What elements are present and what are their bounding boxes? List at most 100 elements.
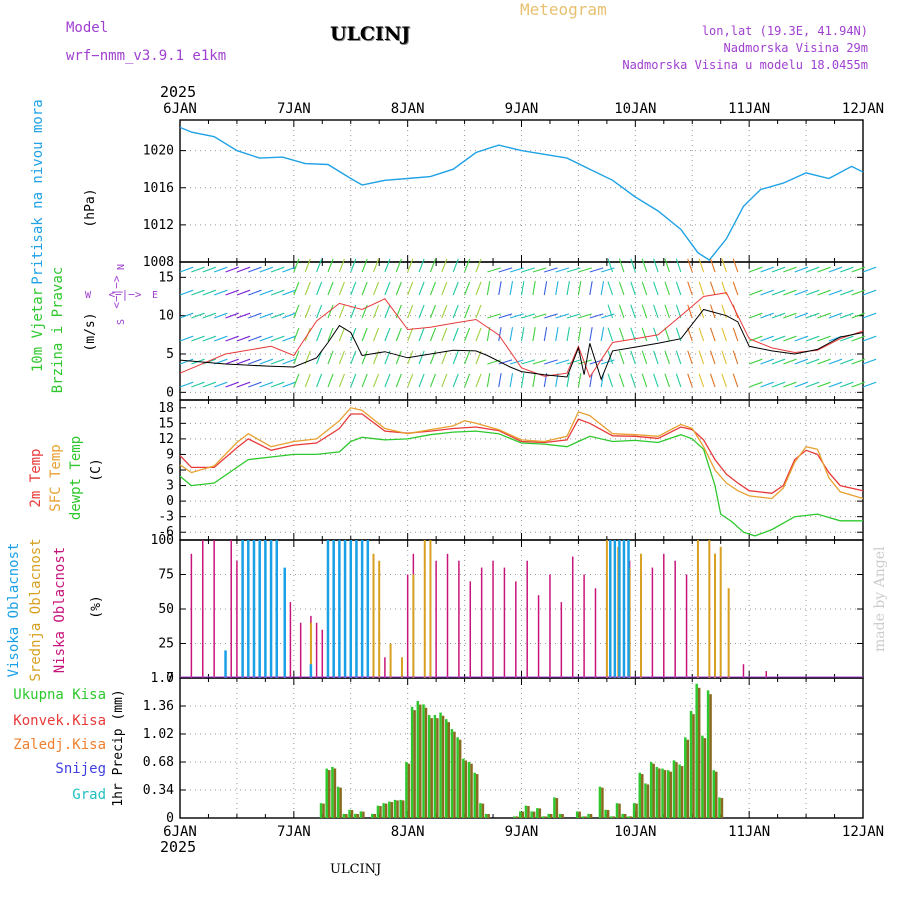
year-bottom: 2025	[160, 838, 197, 856]
wind-arrow	[293, 327, 300, 342]
precip-bar-conv	[646, 784, 650, 818]
wind-arrow	[464, 373, 471, 388]
precip-bar-conv	[544, 816, 547, 818]
precip-bar-conv	[441, 715, 445, 818]
precip-bar-conv	[327, 770, 331, 818]
wind-arrow	[498, 267, 513, 273]
wind-arrow	[532, 267, 547, 273]
wind-arrow	[373, 281, 380, 296]
wind-arrow	[589, 281, 593, 296]
wind-arrow	[589, 313, 604, 319]
precip-bar-conv	[521, 811, 524, 818]
wind-arrow	[179, 335, 194, 342]
precip-legend-2: Konvek.Kisa	[13, 713, 106, 729]
precip-bar-total	[553, 797, 556, 818]
precip-bar-conv	[680, 766, 684, 818]
wind-arrow	[521, 267, 536, 273]
precip-bar-conv	[458, 739, 462, 818]
precip-bar-total	[706, 690, 710, 818]
wind-arrow	[452, 350, 459, 365]
wind-arrow	[862, 381, 877, 388]
wind-arrow	[475, 281, 482, 296]
wind-arrow	[828, 289, 843, 296]
precip-bar-conv	[720, 798, 724, 818]
wind-arrow	[577, 327, 582, 342]
x-tick-label-top: 7JAN	[277, 101, 311, 117]
model-label: Model	[66, 20, 109, 36]
precip-bar-total	[524, 805, 528, 818]
wind-arrow	[851, 358, 865, 365]
precip-bar-conv	[384, 803, 388, 818]
wind-arrow	[407, 281, 414, 296]
wind-arrow	[698, 350, 705, 365]
year-top: 2025	[160, 83, 197, 101]
cloud-label-high: Visoka Oblacnost	[6, 543, 22, 678]
wind-arrow	[698, 281, 705, 296]
wind-arrow	[350, 281, 357, 296]
precip-bar-total	[427, 715, 431, 818]
wind-arrow	[179, 266, 194, 273]
wind-arrow	[384, 373, 391, 388]
wind-arrow	[236, 381, 251, 388]
precip-bar-total	[479, 803, 482, 818]
wind-arrow	[384, 281, 391, 296]
wind-arrow	[179, 312, 194, 319]
wind-arrow	[709, 281, 716, 296]
wind-arrow	[179, 289, 194, 296]
wind-arrow	[270, 312, 285, 319]
wind-arrow	[373, 373, 380, 388]
precip-bar-total	[638, 772, 642, 818]
credit-label: made by Angel	[872, 546, 888, 653]
precip-bar-total	[353, 813, 357, 818]
precip-bar-conv	[350, 810, 354, 818]
wind-arrow	[840, 312, 854, 319]
wind-arrow	[452, 304, 459, 319]
temp-line-1	[179, 413, 864, 494]
y-tick-label: 50	[158, 602, 174, 617]
precip-bar-total	[348, 809, 351, 818]
wind-arrow	[304, 281, 311, 296]
product-title: Meteogram	[520, 0, 607, 19]
wind-arrow	[577, 373, 582, 388]
pressure-ylabel: (hPa)	[83, 188, 98, 227]
precip-bar-conv	[487, 814, 490, 818]
wind-speed-line	[179, 308, 864, 381]
footer-station: ULCINJ	[330, 862, 382, 877]
wind-arrow	[327, 258, 334, 273]
wind-arrow	[373, 258, 380, 273]
wind-arrow	[418, 304, 425, 319]
x-tick-label-bottom: 7JAN	[277, 824, 311, 840]
wind-arrow	[566, 359, 581, 365]
precip-bar-conv	[527, 806, 530, 818]
wind-arrow	[270, 381, 285, 388]
wind-arrow	[202, 312, 217, 319]
wind-arrow	[236, 312, 251, 319]
precip-bar-total	[325, 768, 328, 818]
wind-arrow	[520, 373, 525, 388]
wind-arrow	[270, 358, 285, 365]
wind-arrow	[732, 350, 739, 365]
wind-arrow	[464, 281, 471, 296]
wind-arrow	[418, 373, 425, 388]
wind-arrow	[543, 281, 548, 296]
wind-arrow	[653, 281, 659, 296]
wind-arrow	[259, 266, 274, 273]
wind-arrow	[248, 312, 262, 319]
wind-arrow	[191, 289, 205, 296]
precip-bar-conv	[339, 787, 342, 818]
wind-ylabel: (m/s)	[83, 312, 98, 351]
wind-arrow	[259, 289, 274, 296]
wind-arrow	[641, 373, 648, 388]
wind-arrow	[851, 312, 865, 319]
y-tick-label: 15	[158, 416, 174, 431]
temp-label-2m: 2m Temp	[28, 448, 44, 507]
wind-arrow	[259, 335, 274, 342]
wind-arrow	[395, 281, 402, 296]
wind-arrow	[600, 327, 605, 342]
wind-arrow	[862, 358, 877, 365]
wind-arrow	[213, 266, 228, 273]
wind-arrow	[566, 281, 570, 296]
precip-bar-conv	[618, 803, 621, 818]
wind-arrow	[555, 313, 570, 319]
precip-bar-conv	[561, 814, 564, 818]
